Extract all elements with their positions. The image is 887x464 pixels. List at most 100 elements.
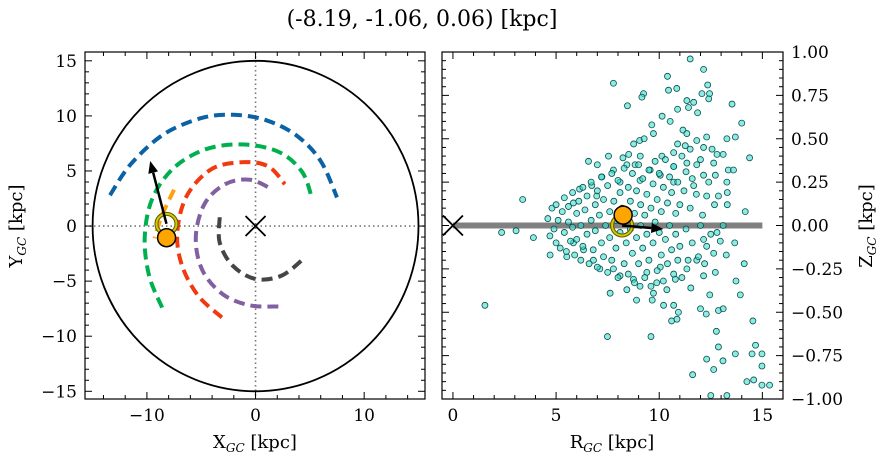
scatter-point bbox=[579, 242, 587, 250]
scatter-point bbox=[602, 222, 609, 229]
scatter-point bbox=[643, 230, 651, 238]
scatter-point bbox=[707, 230, 715, 238]
scatter-point bbox=[552, 239, 560, 247]
y-tick-label: −15 bbox=[41, 382, 77, 402]
scatter-point bbox=[558, 208, 566, 216]
scatter-point bbox=[697, 305, 704, 313]
y-tick-label: 5 bbox=[66, 162, 77, 182]
y-tick-label: 0.00 bbox=[791, 217, 829, 237]
scatter-point bbox=[687, 284, 695, 292]
scatter-point bbox=[673, 315, 681, 323]
scatter-point bbox=[639, 175, 647, 183]
y-tick-label: −0.50 bbox=[791, 303, 843, 323]
scatter-point bbox=[626, 197, 634, 205]
scatter-point bbox=[598, 173, 605, 181]
scatter-point bbox=[657, 208, 665, 216]
scatter-point bbox=[690, 182, 698, 189]
scatter-point bbox=[711, 171, 719, 179]
scatter-point bbox=[683, 159, 691, 167]
scatter-point bbox=[569, 223, 576, 231]
scatter-point bbox=[758, 350, 766, 358]
axes-frame bbox=[84, 51, 426, 400]
scatter-point bbox=[675, 308, 682, 316]
scatter-point bbox=[711, 201, 718, 209]
velocity-arrow-head bbox=[148, 161, 159, 174]
scatter-point bbox=[676, 201, 684, 209]
scatter-point bbox=[565, 218, 572, 226]
x-tick-label: 0 bbox=[250, 406, 261, 426]
scatter-point bbox=[585, 157, 592, 165]
scatter-point bbox=[560, 229, 568, 236]
scatter-point bbox=[730, 166, 737, 174]
scatter-point bbox=[688, 175, 696, 183]
scatter-point bbox=[683, 265, 691, 273]
scatter-point bbox=[713, 150, 721, 158]
y-tick-label: −1.00 bbox=[791, 390, 843, 410]
scatter-point bbox=[758, 362, 766, 370]
scatter-point bbox=[598, 239, 605, 247]
scatter-point bbox=[697, 222, 704, 229]
scatter-point bbox=[719, 357, 727, 365]
scatter-point bbox=[704, 81, 712, 89]
scatter-point bbox=[670, 301, 678, 309]
scatter-point bbox=[639, 244, 647, 252]
scatter-point bbox=[512, 227, 520, 235]
scatter-point bbox=[647, 204, 655, 212]
scatter-point bbox=[731, 133, 739, 141]
xy-plane-panel: −10 0 10 −15 −10 −5 0 5 10 15 XGC [kpc] YGC [kpc] bbox=[6, 51, 426, 455]
scatter-point bbox=[629, 170, 636, 177]
scatter-point bbox=[752, 341, 759, 349]
scatter-point bbox=[583, 230, 591, 238]
scatter-point bbox=[636, 282, 644, 290]
scatter-point bbox=[645, 256, 653, 264]
scatter-point bbox=[694, 109, 701, 117]
scatter-point bbox=[728, 100, 736, 108]
scatter-point bbox=[648, 121, 656, 129]
scatter-point bbox=[690, 98, 698, 106]
scatter-point bbox=[608, 170, 616, 177]
scatter-point bbox=[672, 209, 680, 217]
scatter-point bbox=[633, 234, 640, 242]
scatter-point bbox=[700, 144, 707, 151]
scatter-point bbox=[587, 216, 595, 224]
scatter-point bbox=[616, 189, 624, 196]
scatter-point bbox=[556, 244, 564, 252]
figure-title: (-8.19, -1.06, 0.06) [kpc] bbox=[287, 7, 558, 32]
scatter-point bbox=[698, 90, 706, 98]
scatter-point bbox=[641, 274, 649, 281]
y-tick-label: 0.75 bbox=[791, 86, 829, 106]
scatter-point bbox=[640, 135, 648, 143]
scatter-point bbox=[668, 189, 676, 196]
scatter-point bbox=[653, 196, 661, 203]
scatter-point bbox=[643, 190, 651, 198]
scatter-point bbox=[685, 104, 692, 111]
scatter-point bbox=[723, 135, 731, 143]
x-tick-label: 10 bbox=[353, 406, 375, 426]
scatter-point bbox=[608, 256, 616, 264]
scatter-point bbox=[723, 392, 731, 399]
scatter-point bbox=[481, 301, 489, 309]
scatter-point bbox=[699, 211, 706, 219]
scatter-point bbox=[619, 154, 627, 162]
scatter-point bbox=[590, 256, 597, 264]
scatter-point bbox=[612, 244, 620, 252]
scatter-point bbox=[670, 149, 678, 157]
y-axis-label: YGC [kpc] bbox=[6, 185, 29, 269]
scatter-point bbox=[712, 327, 720, 335]
scatter-point bbox=[722, 251, 730, 259]
scatter-point bbox=[703, 133, 711, 141]
scatter-point bbox=[743, 378, 751, 386]
scatter-point bbox=[550, 225, 558, 233]
spiral-arm-line-3 bbox=[193, 177, 279, 309]
velocity-arrow-shaft bbox=[151, 172, 168, 225]
scatter-point bbox=[682, 168, 690, 176]
rz-plane-panel: 0 5 10 15 −1.00 −0.75 −0.50 −0.25 0.00 0.25 0.50 0.… bbox=[441, 43, 879, 455]
scatter-point bbox=[749, 317, 757, 325]
scatter-point bbox=[703, 355, 711, 363]
scatter-point bbox=[562, 248, 570, 255]
scatter-point bbox=[571, 251, 579, 259]
scatter-point bbox=[719, 305, 727, 313]
star-position-marker bbox=[156, 227, 177, 248]
scatter-point bbox=[625, 150, 633, 158]
